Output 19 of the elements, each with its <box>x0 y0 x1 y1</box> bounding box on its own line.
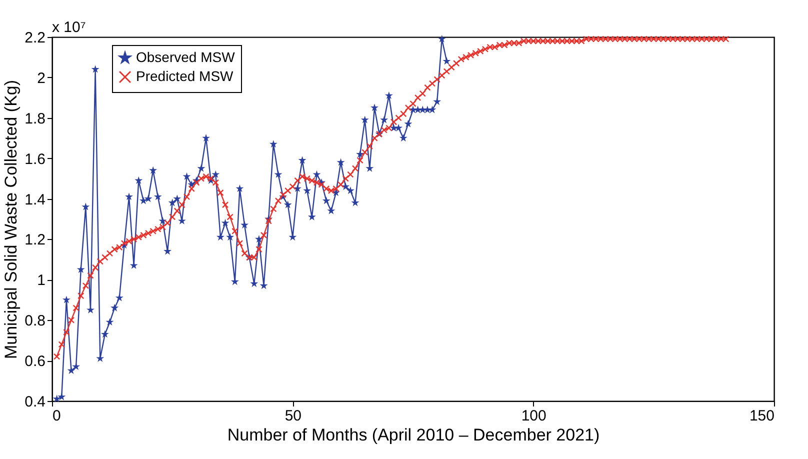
x-tick-label: 100 <box>521 408 546 424</box>
x-tick-label: 0 <box>52 408 61 424</box>
y-tick-label: 1.2 <box>24 232 46 249</box>
y-tick-label: 2.2 <box>24 30 46 46</box>
legend-label: Predicted MSW <box>136 68 234 84</box>
text: x 10⁷ <box>52 19 86 36</box>
y-tick-label: 1.8 <box>24 110 46 128</box>
x-axis-title: Number of Months (April 2010 – December 2021) <box>227 426 600 444</box>
y-tick-label: 0.8 <box>24 312 46 330</box>
y-tick-label: 1 <box>37 272 46 290</box>
x-tick-label: 50 <box>284 408 302 424</box>
y-tick-label: 1.4 <box>24 191 46 208</box>
y-tick-label: 1.6 <box>24 150 46 168</box>
x-tick-label: 150 <box>749 408 774 424</box>
y-tick-label: 2 <box>37 70 46 87</box>
y-tick-label: 0.6 <box>24 353 46 370</box>
y-tick-label: 0.4 <box>24 394 46 410</box>
legend-label: Observed MSW <box>136 49 236 65</box>
y-axis-title: Municipal Solid Waste Collected (Kg) <box>2 80 21 360</box>
